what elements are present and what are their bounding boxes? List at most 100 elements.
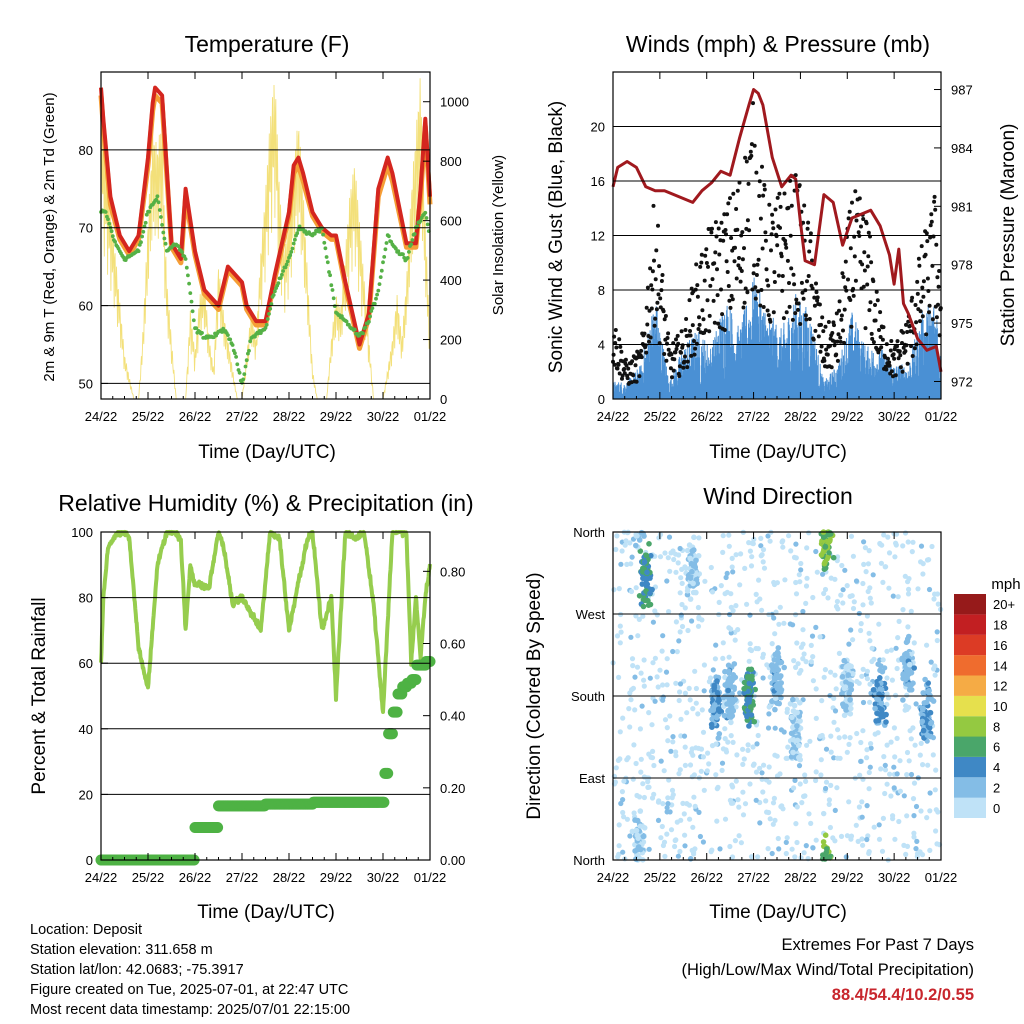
gust-point — [763, 230, 768, 235]
gust-point — [741, 305, 746, 310]
direction-point — [919, 718, 926, 725]
direction-point — [784, 709, 790, 715]
direction-point — [724, 589, 730, 595]
direction-point — [690, 706, 696, 712]
dewpoint-point — [387, 234, 391, 239]
gust-point — [616, 362, 621, 367]
direction-point — [666, 609, 672, 615]
direction-point — [803, 659, 809, 665]
direction-point — [633, 613, 639, 619]
x-tick-label: 28/22 — [273, 409, 306, 424]
gust-point — [651, 203, 656, 208]
direction-point — [857, 772, 863, 778]
gust-point — [674, 337, 678, 342]
direction-point — [667, 713, 673, 719]
gust-point — [796, 301, 801, 306]
direction-point — [677, 848, 683, 855]
direction-point — [665, 801, 671, 807]
dewpoint-point — [113, 239, 117, 244]
gust-point — [699, 252, 704, 257]
direction-xlabel: Time (Day/UTC) — [709, 902, 847, 923]
direction-point — [748, 854, 755, 860]
direction-point — [733, 704, 739, 710]
direction-point — [873, 718, 879, 724]
direction-point — [676, 771, 682, 777]
direction-point — [621, 814, 627, 820]
direction-point — [908, 608, 914, 615]
gust-point — [751, 101, 755, 106]
direction-point — [848, 682, 855, 688]
direction-point — [858, 627, 864, 634]
direction-point — [641, 825, 648, 831]
gust-point — [884, 367, 889, 372]
gust-point — [725, 270, 730, 274]
dewpoint-point — [161, 230, 166, 235]
gust-point — [660, 273, 665, 277]
gust-point — [806, 274, 811, 278]
gust-point — [856, 230, 861, 235]
x-tick-label: 26/22 — [179, 409, 212, 424]
direction-point — [904, 843, 911, 850]
direction-point — [651, 762, 657, 769]
dewpoint-point — [291, 241, 296, 246]
direction-point — [880, 815, 887, 822]
direction-point — [803, 843, 809, 849]
gust-point — [623, 357, 628, 362]
direction-point — [687, 596, 694, 602]
gust-point — [763, 238, 768, 243]
dewpoint-point — [425, 222, 430, 227]
dewpoint-point — [273, 289, 277, 294]
direction-point — [708, 564, 714, 571]
gust-point — [645, 285, 650, 290]
gust-point — [631, 373, 636, 378]
direction-point — [637, 808, 644, 814]
direction-point — [742, 801, 749, 807]
gust-point — [675, 333, 680, 338]
direction-point — [860, 580, 866, 587]
direction-point — [679, 566, 685, 573]
direction-point — [821, 590, 827, 597]
dewpoint-point — [247, 348, 251, 353]
extremes-heading: Extremes For Past 7 Days — [781, 936, 974, 954]
legend-label: 6 — [993, 740, 1000, 755]
gust-point — [857, 196, 862, 201]
dewpoint-point — [269, 302, 274, 306]
gust-point — [755, 262, 760, 267]
gust-point — [853, 189, 858, 194]
direction-point — [745, 747, 751, 754]
direction-point — [730, 608, 736, 614]
direction-point — [920, 727, 927, 734]
direction-point — [827, 824, 834, 831]
gust-point — [731, 191, 736, 196]
direction-point — [927, 720, 934, 727]
direction-point — [639, 703, 645, 709]
winds-panel: Winds (mph) & Pressure (mb) 24/22 25/22 26… — [546, 31, 1019, 463]
gust-point — [917, 263, 922, 268]
direction-point — [714, 690, 721, 696]
gust-point — [734, 276, 739, 281]
direction-point — [864, 613, 871, 619]
direction-point — [690, 580, 696, 587]
direction-point — [848, 627, 854, 633]
direction-point — [822, 832, 829, 838]
direction-point — [894, 771, 900, 777]
direction-point — [808, 642, 814, 649]
direction-point — [764, 809, 770, 815]
direction-point — [886, 550, 893, 556]
dewpoint-point — [289, 250, 294, 254]
direction-point — [646, 541, 652, 547]
direction-point — [913, 701, 919, 707]
direction-point — [638, 756, 644, 762]
direction-point — [838, 833, 845, 840]
direction-point — [674, 649, 680, 655]
direction-point — [826, 854, 833, 861]
direction-point — [808, 820, 814, 827]
direction-point — [890, 813, 896, 819]
gust-point — [728, 196, 732, 201]
direction-point — [908, 771, 915, 778]
direction-point — [771, 615, 777, 621]
gust-point — [771, 226, 776, 231]
direction-point — [705, 750, 711, 756]
location-text: Location: Deposit — [30, 922, 143, 938]
temp-2m-line — [99, 85, 432, 347]
